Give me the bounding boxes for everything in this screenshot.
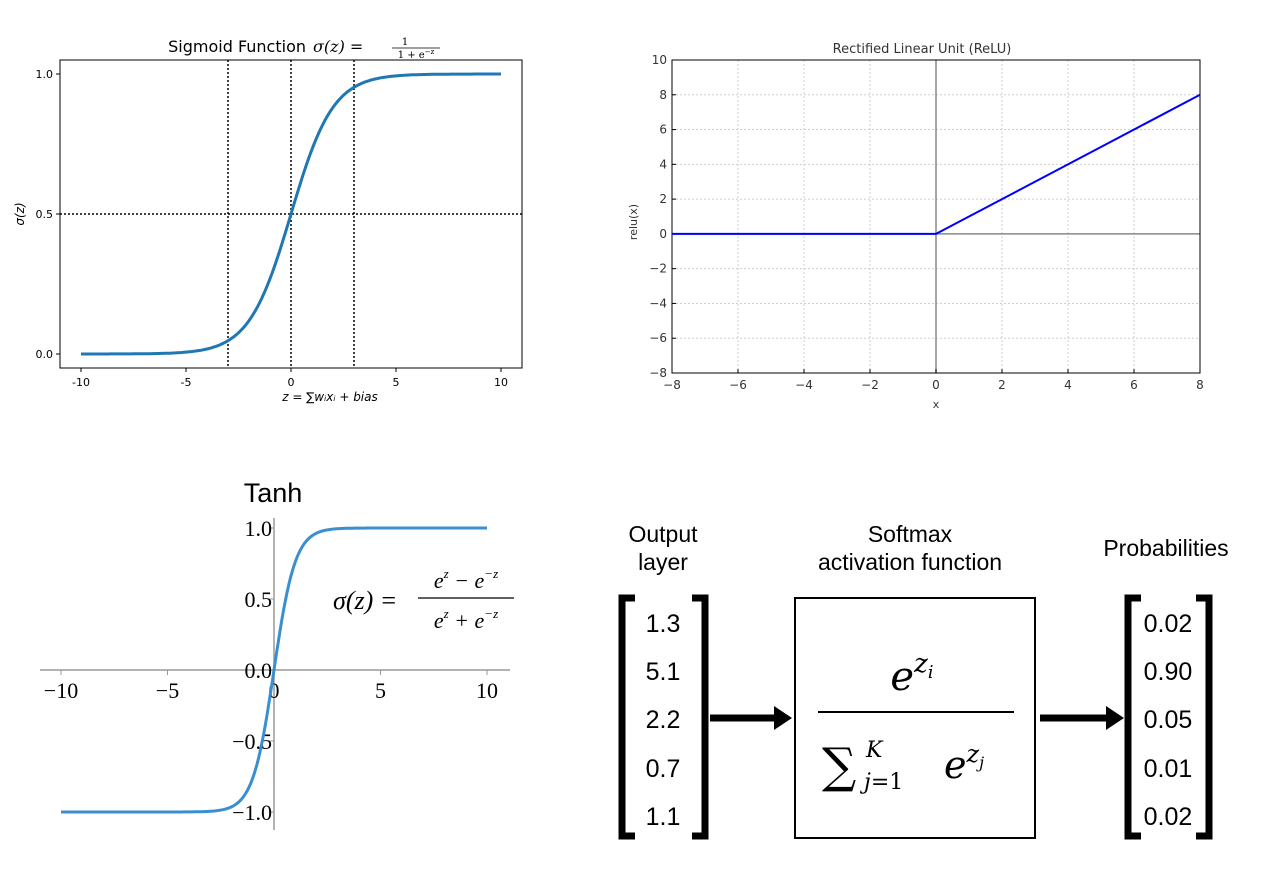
relu-ylabel: relu(x)	[627, 204, 640, 240]
probability-value: 0.90	[1144, 658, 1193, 686]
tanh-xtick-label: 5	[375, 678, 386, 703]
relu-ytick-label: −8	[649, 366, 667, 380]
relu-ytick-label: 10	[652, 53, 667, 67]
probability-values: 0.02 0.90 0.05 0.01 0.02	[1144, 610, 1193, 831]
output-value: 2.2	[646, 706, 681, 734]
output-value: 5.1	[646, 658, 681, 686]
tanh-curve	[61, 526, 487, 814]
relu-xtick-label: −2	[861, 378, 879, 392]
probability-value: 0.05	[1144, 706, 1193, 734]
sigmoid-xtick-label: -10	[72, 376, 90, 389]
svg-text:σ(z) =: σ(z) =	[333, 586, 397, 615]
sigmoid-xtick-label: -5	[181, 376, 192, 389]
relu-title: Rectified Linear Unit (ReLU)	[833, 42, 1012, 57]
output-values: 1.3 5.1 2.2 0.7 1.1	[646, 610, 681, 831]
tanh-chart: Tanh −10 −5 0 5 10−1.0−0.50.00.51.0 σ(z) = e…	[40, 478, 514, 830]
svg-text:K: K	[865, 738, 884, 763]
softmax-header-line1: Softmax	[868, 521, 953, 547]
relu-ytick-label: 4	[659, 157, 667, 171]
tanh-xtick-label: −10	[44, 678, 78, 703]
svg-text:ezj: ezj	[944, 740, 984, 787]
sigmoid-chart: Sigmoid Function σ(z) = 1 1 + e−z -10 -5 0…	[13, 37, 523, 404]
svg-text:∑: ∑	[822, 738, 856, 794]
svg-text:1: 1	[402, 37, 408, 48]
relu-ytick-label: −4	[649, 296, 667, 310]
output-value: 0.7	[646, 755, 681, 783]
sigmoid-ytick-label: 0.0	[36, 348, 54, 361]
relu-xtick-label: 2	[998, 378, 1006, 392]
output-layer-header-line2: layer	[638, 549, 688, 575]
sigmoid-xtick-label: 0	[288, 376, 295, 389]
arrow-to-probabilities	[1040, 706, 1124, 730]
relu-xlabel: x	[933, 398, 940, 411]
relu-xtick-label: 4	[1064, 378, 1072, 392]
softmax-formula: ezi ∑ K j=1 ezj	[818, 649, 1014, 795]
relu-xtick-label: −4	[795, 378, 813, 392]
sigmoid-ticks: -10 -5 0 5 10 0.0 0.5 1.0	[36, 68, 509, 389]
tanh-xtick-label: −5	[156, 678, 179, 703]
tanh-axes: −10 −5 0 5 10−1.0−0.50.00.51.0	[40, 516, 510, 830]
relu-ytick-label: 2	[659, 192, 667, 206]
tanh-xtick-label: 0	[269, 678, 280, 703]
sigmoid-xtick-label: 10	[494, 376, 508, 389]
relu-line	[672, 93, 1201, 235]
output-layer-header-line1: Output	[628, 521, 698, 547]
tanh-ytick-label: 0.0	[245, 658, 273, 683]
sigmoid-curve	[81, 72, 501, 356]
tanh-ytick-label: 0.5	[245, 587, 273, 612]
relu-ytick-label: −6	[649, 331, 667, 345]
svg-text:σ(z) =: σ(z) =	[313, 37, 363, 56]
relu-ytick-label: 0	[659, 227, 667, 241]
sigmoid-ytick-label: 1.0	[36, 68, 54, 81]
relu-ytick-label: −2	[649, 262, 667, 276]
probability-value: 0.01	[1144, 755, 1193, 783]
relu-xtick-label: 8	[1196, 378, 1204, 392]
probabilities-bracket	[1124, 594, 1213, 840]
relu-ytick-label: 6	[659, 123, 667, 137]
arrow-to-softmax	[710, 706, 792, 730]
svg-text:ezi: ezi	[890, 649, 933, 700]
sigmoid-xtick-label: 5	[393, 376, 400, 389]
relu-ticks: −8 −6 −4 −2 0 2 4 6 8 −8 −6 −4 −2 0 2 4 6 8 10	[649, 53, 1204, 392]
output-value: 1.3	[646, 610, 681, 638]
probability-value: 0.02	[1144, 803, 1193, 831]
sigmoid-xlabel: z = ∑wᵢxᵢ + bias	[281, 390, 378, 404]
relu-ytick-label: 8	[659, 88, 667, 102]
tanh-title: Tanh	[244, 478, 303, 508]
softmax-function-box	[794, 597, 1036, 839]
relu-xtick-label: −6	[729, 378, 747, 392]
relu-xtick-label: 6	[1130, 378, 1138, 392]
probabilities-header: Probabilities	[1103, 535, 1228, 561]
tanh-ytick-label: 1.0	[245, 516, 273, 541]
relu-xtick-label: 0	[932, 378, 940, 392]
tanh-xtick-label: 10	[476, 678, 498, 703]
probability-value: 0.02	[1144, 610, 1193, 638]
softmax-header-line2: activation function	[818, 549, 1002, 575]
sigmoid-ytick-label: 0.5	[36, 208, 54, 221]
output-bracket	[618, 594, 709, 840]
output-value: 1.1	[646, 803, 681, 831]
sigmoid-title: Sigmoid Function	[168, 37, 306, 56]
sigmoid-ylabel: σ(z)	[13, 202, 27, 225]
svg-text:j=1: j=1	[859, 770, 903, 795]
relu-chart: Rectified Linear Unit (ReLU) −8 −6 −4 −2 0 2 4…	[627, 42, 1204, 411]
relu-xtick-label: −8	[663, 378, 681, 392]
tanh-ytick-label: −1.0	[232, 800, 272, 825]
